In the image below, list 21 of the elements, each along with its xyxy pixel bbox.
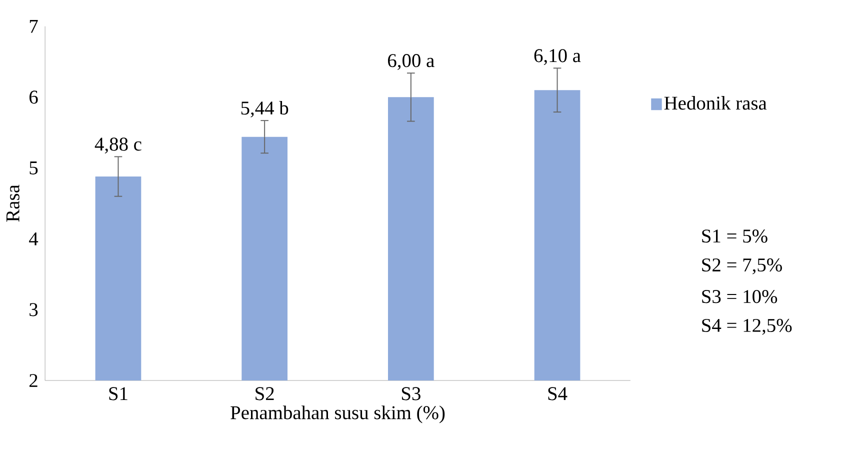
y-tick-label: 3 [30, 303, 38, 316]
legend-label: Hedonik rasa [664, 96, 767, 110]
x-tick-label: S1 [109, 387, 128, 400]
text: S1 = 5% [702, 230, 768, 243]
x-axis-title: Penambahan susu skim (%) [230, 406, 445, 424]
data-label: 6,10 a [534, 49, 581, 66]
text: S2 = 7,5% [702, 258, 782, 274]
data-label: 4,88 c [94, 138, 142, 154]
y-tick-label: 6 [30, 90, 38, 104]
data-label: 6,00 a [388, 54, 434, 70]
y-tick-label: 2 [30, 374, 38, 388]
y-axis-title: Rasa [6, 184, 20, 222]
x-tick-label: S3 [402, 387, 420, 400]
x-tick-label: S4 [548, 387, 568, 400]
y-tick-label: 5 [30, 162, 38, 175]
x-tick-label: S2 [256, 387, 274, 400]
text: S3 = 10% [702, 290, 778, 304]
text: S4 = 12,5% [702, 319, 792, 335]
data-label: 5,44 b [241, 101, 288, 118]
y-tick-label: 4 [29, 232, 38, 246]
y-tick-label: 7 [30, 20, 38, 33]
